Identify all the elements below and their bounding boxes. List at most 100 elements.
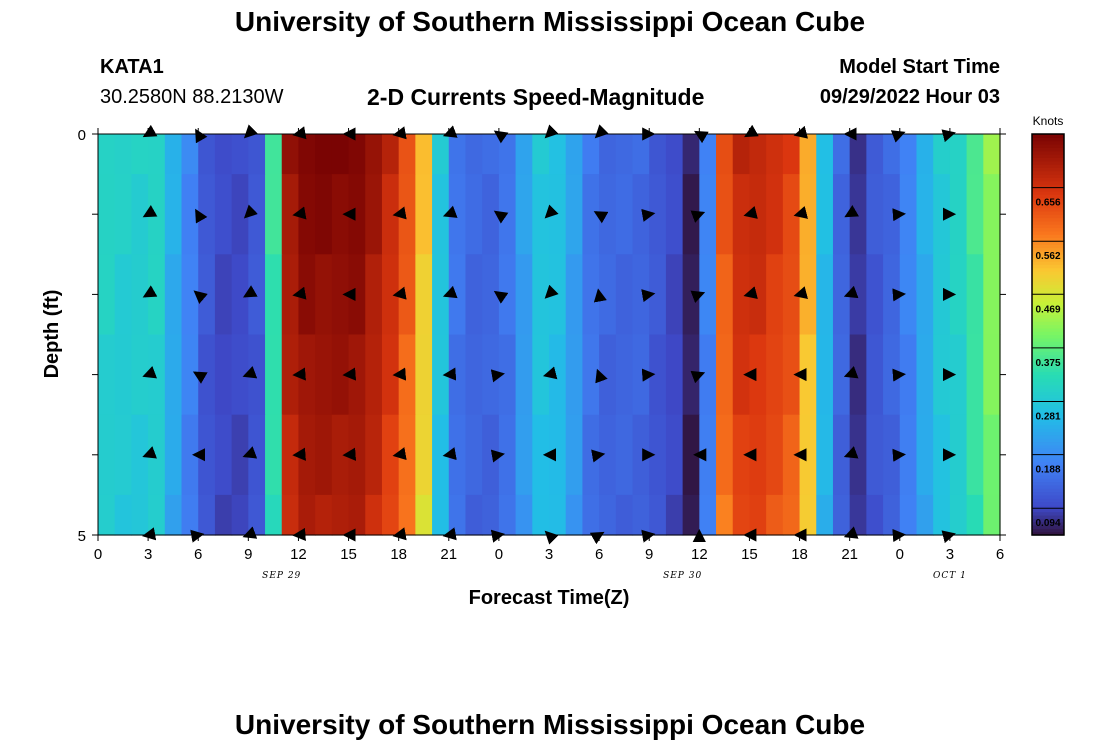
heatmap-cell: [849, 174, 867, 255]
heatmap-cell: [883, 334, 901, 416]
colorbar-segment: [1032, 431, 1064, 436]
heatmap-cell: [315, 414, 333, 496]
heatmap-cell: [348, 494, 366, 536]
heatmap-cell: [348, 134, 366, 175]
heatmap-cell: [114, 334, 132, 416]
colorbar-segment: [1032, 484, 1064, 489]
heatmap-cell: [131, 334, 149, 416]
heatmap-cell: [164, 134, 183, 175]
heatmap-cell: [198, 254, 216, 336]
current-vector-arrow: [192, 371, 208, 384]
current-vector-arrow: [195, 208, 208, 224]
heatmap-cell: [398, 494, 416, 536]
colorbar-segment: [1032, 174, 1064, 179]
colorbar-tick-label: 0.281: [1035, 412, 1060, 423]
heatmap-cell: [649, 254, 667, 336]
heatmap-cells: [98, 134, 1001, 536]
colorbar-segment: [1032, 297, 1064, 302]
heatmap-cell: [766, 254, 784, 336]
model-start-value: 09/29/2022 Hour 03: [819, 86, 1000, 108]
colorbar-segment: [1032, 197, 1064, 202]
heatmap-cell: [816, 134, 834, 175]
heatmap-cell: [114, 174, 132, 255]
heatmap-cell: [716, 254, 734, 336]
heatmap-cell: [832, 334, 851, 416]
heatmap-cell: [315, 254, 333, 336]
colorbar-segment: [1032, 508, 1064, 513]
heatmap-cell: [465, 494, 483, 536]
heatmap-cell: [565, 174, 583, 255]
colorbar-segment: [1032, 230, 1064, 235]
colorbar-segment: [1032, 274, 1064, 279]
heatmap-cell: [899, 494, 918, 536]
heatmap-cell: [381, 494, 400, 536]
heatmap-cell: [866, 174, 884, 255]
colorbar-segment: [1032, 478, 1064, 483]
heatmap-cell: [114, 254, 132, 336]
heatmap-cell: [899, 174, 918, 255]
current-vector-arrow: [593, 288, 607, 303]
current-vector-arrow: [793, 206, 809, 219]
heatmap-cell: [749, 414, 767, 496]
heatmap-cell: [515, 414, 533, 496]
page-title: University of Southern Mississippi Ocean…: [234, 6, 866, 37]
heatmap-cell: [933, 174, 951, 255]
heatmap-cell: [265, 494, 283, 536]
heatmap-cell: [432, 174, 450, 255]
heatmap-cell: [849, 254, 867, 336]
heatmap-cell: [582, 494, 600, 536]
colorbar-segment: [1032, 167, 1064, 172]
heatmap-cell: [298, 254, 316, 336]
current-vector-arrow: [292, 447, 306, 461]
colorbar-segment: [1032, 194, 1064, 199]
heatmap-cell: [465, 334, 483, 416]
heatmap-cell: [331, 494, 350, 536]
heatmap-cell: [532, 494, 550, 536]
current-vector-arrow: [242, 285, 258, 298]
heatmap-cell: [98, 334, 116, 416]
heatmap-cell: [665, 134, 684, 175]
heatmap-cell: [615, 134, 634, 175]
colorbar-segment: [1032, 291, 1064, 295]
heatmap-cell: [515, 254, 533, 336]
heatmap-cell: [799, 174, 817, 255]
heatmap-cell: [164, 334, 183, 416]
heatmap-cell: [699, 174, 717, 255]
colorbar-segment: [1032, 321, 1064, 326]
x-tick-label: 21: [440, 546, 457, 563]
heatmap-cell: [782, 414, 801, 496]
x-tick-label: 3: [144, 546, 152, 563]
heatmap-cell: [315, 134, 333, 175]
heatmap-cell: [832, 174, 851, 255]
colorbar-segment: [1032, 411, 1064, 416]
heatmap-cell: [131, 494, 149, 536]
heatmap-cell: [599, 134, 617, 175]
heatmap-cell: [148, 334, 166, 416]
heatmap-cell: [866, 494, 884, 536]
colorbar-segment: [1032, 240, 1064, 245]
heatmap-cell: [231, 414, 249, 496]
current-vector-arrow: [843, 365, 859, 379]
heatmap-cell: [98, 174, 116, 255]
colorbar-segment: [1032, 498, 1064, 503]
heatmap-cell: [682, 494, 700, 536]
colorbar-segment: [1032, 354, 1064, 359]
heatmap-cell: [883, 174, 901, 255]
heatmap-cell: [849, 334, 867, 416]
colorbar-segment: [1032, 434, 1064, 439]
footer-title: University of Southern Mississippi Ocean…: [234, 709, 866, 740]
colorbar-segment: [1032, 271, 1064, 275]
heatmap-cell: [649, 134, 667, 175]
current-vector-arrow: [493, 290, 509, 304]
heatmap-cell: [766, 494, 784, 536]
colorbar-segment: [1032, 384, 1064, 389]
heatmap-cell: [381, 174, 400, 255]
heatmap-cell: [381, 254, 400, 336]
colorbar-segment: [1032, 180, 1064, 185]
colorbar-segment: [1032, 501, 1064, 506]
y-tick-label: 5: [78, 528, 86, 545]
heatmap-cell: [949, 494, 968, 536]
colorbar-segment: [1032, 344, 1064, 349]
y-axis: 05: [78, 127, 1006, 545]
heatmap-cell: [899, 254, 918, 336]
